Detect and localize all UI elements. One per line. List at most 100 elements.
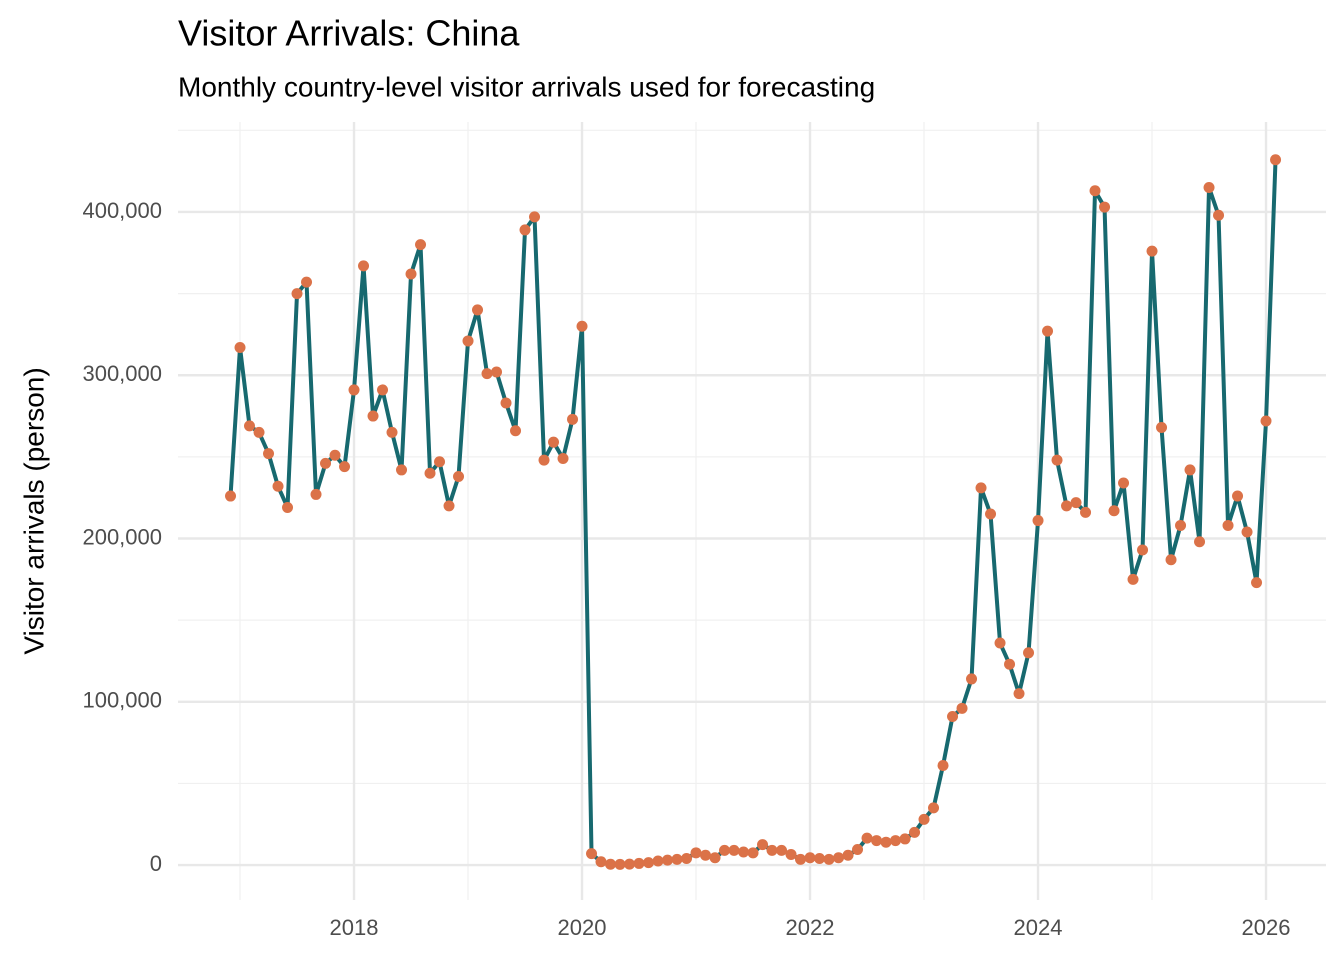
data-point	[1127, 573, 1139, 585]
data-point	[358, 260, 370, 272]
data-point	[272, 480, 284, 492]
x-tick-label: 2018	[330, 915, 379, 940]
data-point	[405, 268, 417, 280]
chart-title: Visitor Arrivals: China	[178, 13, 520, 54]
data-point	[529, 211, 541, 223]
data-point	[994, 637, 1006, 649]
data-point	[1051, 454, 1063, 466]
data-point	[880, 836, 892, 848]
data-point	[291, 288, 303, 300]
data-point	[605, 858, 617, 870]
data-point	[1004, 658, 1016, 670]
data-point	[481, 368, 493, 380]
data-point	[1108, 505, 1120, 517]
data-point	[329, 449, 341, 461]
y-tick-label: 100,000	[82, 688, 162, 713]
x-tick-label: 2022	[786, 915, 835, 940]
data-point	[310, 488, 322, 500]
data-point	[1184, 464, 1196, 476]
data-point	[1222, 519, 1234, 531]
data-point	[966, 673, 978, 685]
data-point	[1070, 497, 1082, 509]
data-point	[861, 832, 873, 844]
data-point	[1203, 181, 1215, 193]
data-point	[956, 702, 968, 714]
data-point	[1023, 647, 1035, 659]
data-point	[500, 397, 512, 409]
data-point	[738, 846, 750, 858]
data-point	[795, 853, 807, 865]
data-point	[814, 853, 826, 865]
data-point	[671, 853, 683, 865]
data-point	[1118, 477, 1130, 489]
data-point	[1013, 688, 1025, 700]
data-point	[519, 224, 531, 236]
x-tick-label: 2024	[1014, 915, 1063, 940]
data-point	[690, 847, 702, 859]
data-point	[823, 853, 835, 865]
data-point	[681, 853, 693, 865]
data-point	[462, 335, 474, 347]
data-point	[1175, 519, 1187, 531]
data-point	[842, 849, 854, 861]
data-point	[909, 826, 921, 838]
data-point	[367, 410, 379, 422]
data-point	[576, 320, 588, 332]
data-point	[386, 426, 398, 438]
data-point	[244, 420, 256, 432]
data-point	[757, 839, 769, 851]
data-point	[1080, 506, 1092, 518]
data-point	[852, 844, 864, 856]
data-point	[728, 844, 740, 856]
data-point	[453, 470, 465, 482]
data-point	[263, 448, 275, 460]
data-point	[899, 833, 911, 845]
data-point	[747, 847, 759, 859]
data-point	[785, 848, 797, 860]
data-point	[595, 856, 607, 868]
data-point	[766, 844, 778, 856]
data-point	[662, 854, 674, 866]
data-point	[491, 366, 503, 378]
data-point	[1032, 515, 1044, 527]
data-point	[320, 457, 332, 469]
y-tick-label: 0	[150, 851, 162, 876]
data-point	[1165, 554, 1177, 566]
data-point	[234, 341, 246, 353]
data-point	[1156, 421, 1168, 433]
data-point	[643, 857, 655, 869]
data-point	[548, 436, 560, 448]
data-point	[348, 384, 360, 396]
data-point	[282, 501, 294, 513]
x-tick-label: 2026	[1242, 915, 1291, 940]
data-point	[1260, 415, 1272, 427]
data-point	[1042, 325, 1054, 337]
data-point	[719, 844, 731, 856]
y-tick-label: 300,000	[82, 361, 162, 386]
y-axis-label: Visitor arrivals (person)	[18, 367, 49, 654]
data-point	[567, 413, 579, 425]
data-point	[890, 835, 902, 847]
data-point	[424, 467, 436, 479]
data-point	[443, 500, 455, 512]
plot	[225, 154, 1282, 870]
data-point	[396, 464, 408, 476]
x-tick-label: 2020	[558, 915, 607, 940]
data-point	[1232, 490, 1244, 502]
data-point	[614, 858, 626, 870]
data-point	[928, 802, 940, 814]
data-point	[1137, 544, 1149, 556]
data-point	[557, 453, 569, 465]
data-point	[1099, 201, 1111, 213]
data-point	[709, 852, 721, 864]
data-point	[985, 508, 997, 520]
data-point	[510, 425, 522, 437]
data-point	[377, 384, 389, 396]
data-point	[1194, 536, 1206, 548]
y-tick-label: 200,000	[82, 524, 162, 549]
data-point	[937, 759, 949, 771]
data-point	[1146, 245, 1158, 257]
data-point	[975, 482, 987, 494]
